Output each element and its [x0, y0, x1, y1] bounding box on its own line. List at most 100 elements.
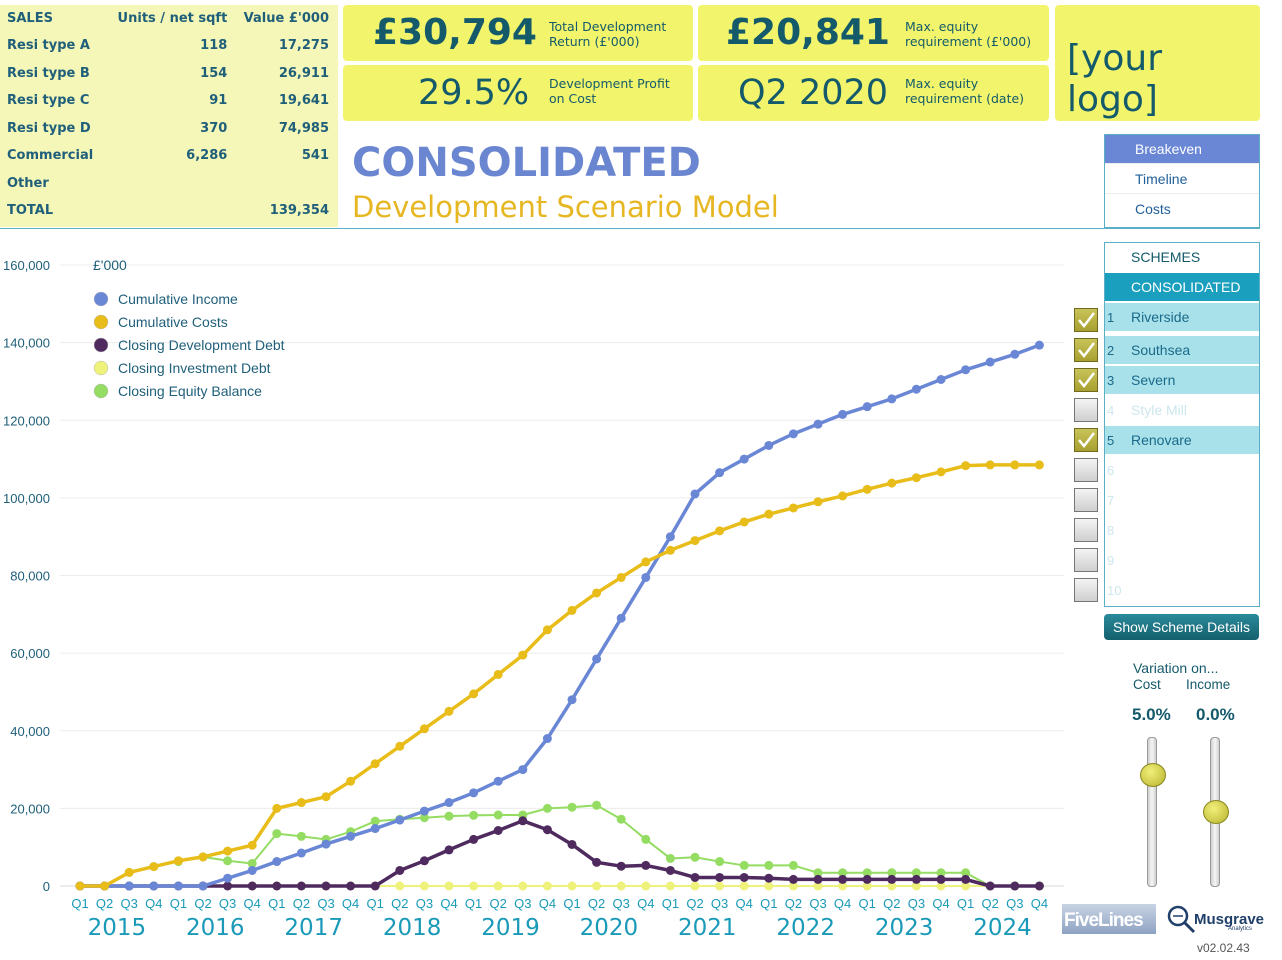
- y-tick-label: 160,000: [3, 258, 50, 273]
- legend-marker: [93, 314, 109, 330]
- year-label: 2022: [776, 915, 835, 941]
- cost-slider-track[interactable]: [1147, 737, 1157, 887]
- data-point: [616, 861, 626, 871]
- data-point: [395, 881, 405, 891]
- sales-row-value: 17,275: [278, 38, 329, 54]
- data-point: [1034, 340, 1044, 350]
- scheme-checkbox[interactable]: [1074, 428, 1098, 452]
- data-point: [493, 810, 503, 820]
- page-subtitle: Development Scenario Model: [352, 190, 779, 224]
- data-point: [616, 572, 626, 582]
- legend-label: Cumulative Income: [118, 291, 238, 307]
- sales-row-value: 541: [301, 148, 329, 164]
- data-point: [247, 858, 257, 868]
- musgrave-logo: Musgrave Analytics: [1166, 904, 1264, 939]
- scheme-checkbox[interactable]: [1074, 578, 1098, 602]
- scheme-consolidated[interactable]: CONSOLIDATED: [1105, 273, 1259, 302]
- data-point: [764, 881, 774, 891]
- data-point: [321, 881, 331, 891]
- scheme-num: 1: [1107, 310, 1115, 325]
- x-tick-label: Q4: [539, 896, 556, 911]
- scheme-num: 6: [1107, 463, 1115, 478]
- scheme-checkbox[interactable]: [1074, 548, 1098, 572]
- kpi-profit-value: 29.5%: [418, 73, 530, 113]
- x-tick-label: Q3: [711, 896, 728, 911]
- scheme-item[interactable]: 3 Severn: [1105, 366, 1259, 395]
- nav-item-breakeven[interactable]: Breakeven: [1105, 135, 1259, 164]
- data-point: [419, 856, 429, 866]
- data-point: [542, 803, 552, 813]
- data-point: [764, 873, 774, 883]
- legend-label: Closing Investment Debt: [118, 360, 271, 376]
- scheme-checkbox[interactable]: [1074, 488, 1098, 512]
- data-point: [493, 825, 503, 835]
- sales-header-label: SALES: [7, 11, 53, 26]
- nav-item-timeline[interactable]: Timeline: [1105, 165, 1259, 194]
- scheme-item[interactable]: 7: [1105, 486, 1259, 515]
- scheme-checkbox[interactable]: [1074, 368, 1098, 392]
- data-point: [764, 509, 774, 519]
- data-point: [370, 816, 380, 826]
- data-point: [961, 868, 971, 878]
- x-tick-label: Q3: [613, 896, 630, 911]
- y-tick-label: 40,000: [10, 724, 50, 739]
- data-point: [862, 484, 872, 494]
- series-line: [80, 804, 1040, 887]
- x-tick-label: Q2: [982, 896, 999, 911]
- scheme-checkbox[interactable]: [1074, 458, 1098, 482]
- show-scheme-details-button[interactable]: Show Scheme Details: [1104, 614, 1259, 640]
- data-point: [124, 881, 134, 891]
- kpi-return-value: £30,794: [373, 12, 537, 53]
- kpi-profit-label: Development Profit on Cost: [549, 76, 670, 106]
- data-point: [395, 741, 405, 751]
- data-point: [395, 865, 405, 875]
- x-tick-label: Q4: [342, 896, 359, 911]
- x-tick-label: Q3: [317, 896, 334, 911]
- data-point: [887, 881, 897, 891]
- x-tick-label: Q1: [957, 896, 974, 911]
- sales-header-row: SALES Units / net sqft Value £'000: [2, 5, 334, 32]
- data-point: [936, 374, 946, 384]
- nav-item-costs[interactable]: Costs: [1135, 201, 1171, 217]
- data-point: [788, 881, 798, 891]
- data-point: [419, 813, 429, 823]
- scheme-item[interactable]: 5 Renovare: [1105, 426, 1259, 455]
- data-point: [813, 419, 823, 429]
- cost-slider-knob[interactable]: [1140, 763, 1166, 787]
- scheme-item[interactable]: 1 Riverside: [1105, 303, 1259, 332]
- scheme-item[interactable]: 6: [1105, 456, 1259, 485]
- scheme-checkbox[interactable]: [1074, 518, 1098, 542]
- scheme-checkbox[interactable]: [1074, 338, 1098, 362]
- data-point: [370, 881, 380, 891]
- year-label: 2017: [284, 915, 343, 941]
- y-tick-label: 120,000: [3, 413, 50, 428]
- scheme-checkbox[interactable]: [1074, 308, 1098, 332]
- legend-label: Cumulative Costs: [118, 314, 228, 330]
- data-point: [346, 881, 356, 891]
- x-tick-label: Q2: [588, 896, 605, 911]
- fivelines-logo: FiveLines: [1062, 904, 1156, 934]
- data-point: [788, 429, 798, 439]
- income-slider-knob[interactable]: [1203, 800, 1229, 824]
- scheme-item[interactable]: 10: [1105, 576, 1259, 605]
- scheme-checkbox[interactable]: [1074, 398, 1098, 422]
- legend-label: Closing Equity Balance: [118, 383, 262, 399]
- scheme-item[interactable]: 2 Southsea: [1105, 336, 1259, 365]
- x-tick-label: Q2: [686, 896, 703, 911]
- scheme-item[interactable]: 9: [1105, 546, 1259, 575]
- data-point: [592, 654, 602, 664]
- scheme-item[interactable]: 8: [1105, 516, 1259, 545]
- kpi-equity-value: £20,841: [726, 12, 890, 53]
- data-point: [813, 497, 823, 507]
- x-tick-label: Q3: [514, 896, 531, 911]
- scheme-item[interactable]: 4 Style Mill: [1105, 396, 1259, 425]
- year-label: 2020: [580, 915, 639, 941]
- x-tick-label: Q3: [1006, 896, 1023, 911]
- data-point: [764, 860, 774, 870]
- data-point: [665, 545, 675, 555]
- data-point: [296, 881, 306, 891]
- data-point: [370, 759, 380, 769]
- kpi-profit-box: 29.5% Development Profit on Cost: [343, 65, 693, 121]
- data-point: [616, 814, 626, 824]
- x-tick-label: Q1: [563, 896, 580, 911]
